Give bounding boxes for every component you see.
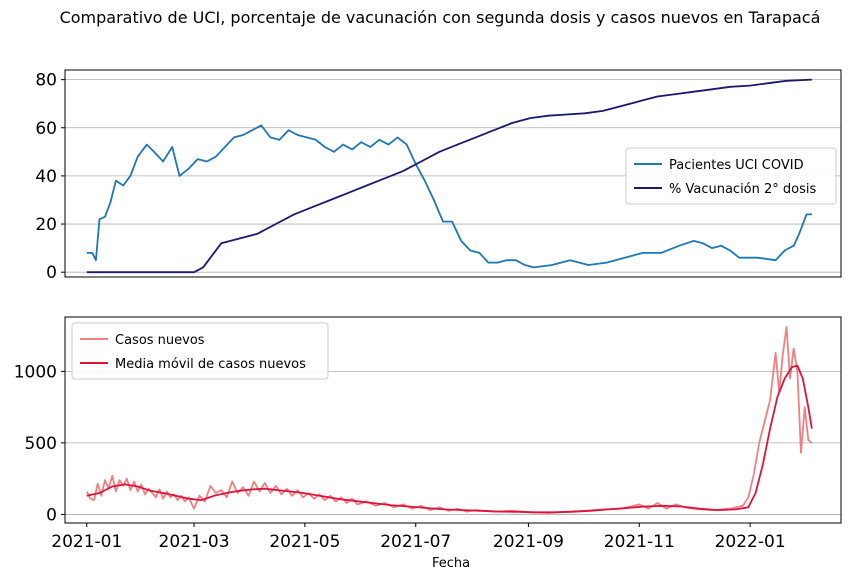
- plot-frame: [64, 69, 842, 278]
- y-tick-label: 60: [35, 119, 57, 139]
- series-lines: [85, 78, 813, 514]
- x-tick-label: 2021-05: [269, 532, 340, 552]
- series-line-0-1: [86, 78, 812, 274]
- y-tick-label: 40: [35, 167, 57, 187]
- y-tick-label: 1000: [14, 362, 57, 382]
- x-tick-label: 2021-01: [51, 532, 122, 552]
- series-line-1-1: [86, 364, 813, 514]
- series-line-0-0: [86, 124, 812, 269]
- x-tick-label: 2021-07: [380, 532, 451, 552]
- legend-label: Casos nuevos: [115, 333, 205, 348]
- plot-frame: [64, 316, 842, 524]
- y-tick-label: 0: [46, 505, 57, 525]
- legend-box: [71, 322, 329, 380]
- legends: Pacientes UCI COVID % Vacunación 2° dosis…: [71, 147, 837, 380]
- y-tick-label: 500: [25, 434, 57, 454]
- legend-label: % Vacunación 2° dosis: [669, 182, 817, 197]
- axes: 0 20 40 60 80 0 500 1000 2021-01 2021-03 2021-05 20…: [14, 69, 842, 571]
- legend-box: [625, 147, 837, 205]
- legend-label: Pacientes UCI COVID: [669, 158, 804, 173]
- x-axis-label: Fecha: [432, 556, 470, 571]
- grid-lines: [65, 79, 841, 515]
- legend-label: Media móvil de casos nuevos: [115, 357, 306, 372]
- chart-title: Comparativo de UCI, porcentaje de vacuna…: [60, 8, 821, 27]
- x-tick-label: 2021-03: [159, 532, 230, 552]
- y-tick-label: 0: [46, 263, 57, 283]
- x-tick-label: 2022-01: [715, 532, 786, 552]
- x-tick-label: 2021-09: [493, 532, 564, 552]
- y-tick-label: 80: [35, 71, 57, 91]
- x-tick-label: 2021-11: [604, 532, 675, 552]
- y-tick-label: 20: [35, 215, 57, 235]
